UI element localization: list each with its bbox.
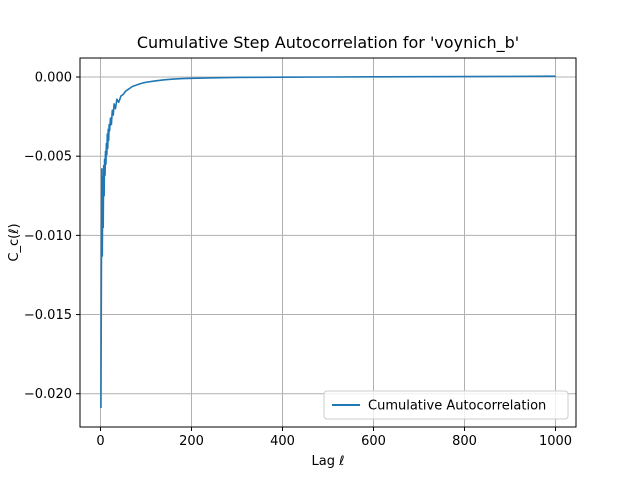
y-tick-label: −0.015 <box>24 308 72 323</box>
x-tick-label: 400 <box>270 434 295 449</box>
y-tick-label: 0.000 <box>35 71 72 86</box>
plot-frame <box>79 57 577 428</box>
x-axis-label: Lag ℓ <box>312 454 345 469</box>
legend-label: Cumulative Autocorrelation <box>368 399 546 414</box>
legend: Cumulative Autocorrelation <box>323 390 569 420</box>
x-tick-label: 600 <box>361 434 386 449</box>
x-tick-label: 800 <box>452 434 477 449</box>
y-axis-label: C_c(ℓ) <box>7 223 22 261</box>
series-line <box>100 75 556 409</box>
y-tick-label: −0.020 <box>24 387 72 402</box>
x-tick-label: 0 <box>96 434 104 449</box>
y-tick-label: −0.010 <box>24 229 72 244</box>
chart-title: Cumulative Step Autocorrelation for 'voy… <box>137 33 519 53</box>
ticks: 0 200 400 600 800 1000 0.000 −0.005 −0.010 −0.015… <box>24 71 572 449</box>
x-tick-label: 200 <box>179 434 204 449</box>
x-tick-label: 1000 <box>539 434 572 449</box>
legend-box <box>323 390 569 420</box>
series-layer <box>100 75 556 409</box>
y-tick-label: −0.005 <box>24 150 72 165</box>
